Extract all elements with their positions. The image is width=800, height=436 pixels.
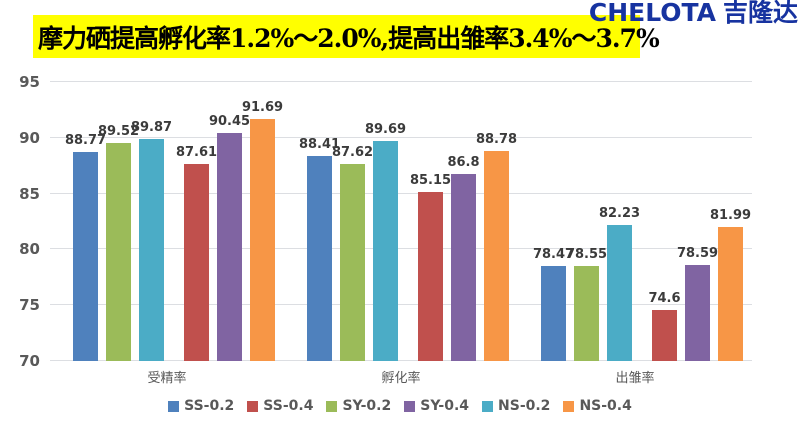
bar-value-label: 85.15: [409, 172, 452, 188]
brand-logo: CHELOTA 吉隆达: [589, 0, 798, 29]
bar-subgroup: 85.15 86.8 88.78: [410, 132, 517, 361]
category-label: 出雏率: [615, 371, 655, 386]
bar-subgroup: 88.77 89.52 89.87: [65, 120, 172, 361]
bar-value-label: 78.59: [676, 246, 719, 262]
brand-logo-wordmark: CHELOTA: [588, 0, 716, 27]
legend-label: SS-0.2: [184, 398, 235, 414]
legend-label: NS-0.4: [579, 398, 632, 414]
bar-SY-0.4-孵化率: 86.8: [447, 155, 480, 361]
bar-value-label: 89.69: [364, 122, 407, 138]
legend-item-SS-0.2: SS-0.2: [168, 398, 234, 414]
bar-subgroup: 78.47 78.55 82.23: [533, 206, 640, 361]
legend-item-NS-0.2: NS-0.2: [482, 398, 550, 414]
gridline: [50, 192, 752, 194]
bar-NS-0.2-受精率: 89.87: [131, 120, 172, 361]
gridline: [50, 81, 752, 82]
bar-SY-0.4-出雏率: 78.59: [677, 246, 718, 361]
bar-NS-0.4-出雏率: 81.99: [710, 208, 751, 361]
bar-value-label: 91.69: [241, 99, 284, 115]
bar-value-label: 86.8: [447, 154, 480, 170]
bar-value-label: 89.87: [130, 120, 173, 136]
legend-swatch: [326, 400, 338, 412]
title-text: 摩力硒提高孵化率1.2%～2.0%,提高出雏率3.4%～3.7%: [38, 23, 660, 53]
bar-SS-0.4-受精率: 87.61: [176, 145, 217, 361]
title-banner: 摩力硒提高孵化率1.2%～2.0%,提高出雏率3.4%～3.7%: [33, 15, 660, 58]
bar-subgroup: 88.41 87.62 89.69: [299, 122, 406, 361]
bar-value-label: 88.78: [475, 132, 518, 148]
gridline: [50, 136, 752, 138]
brand-logo-chinese: 吉隆达: [722, 0, 798, 27]
legend-item-SY-0.2: SY-0.2: [326, 398, 391, 414]
y-tick-label: 90: [19, 128, 40, 147]
bar-NS-0.4-受精率: 91.69: [242, 100, 283, 361]
legend-swatch: [563, 400, 575, 412]
bar-value-label: 90.45: [208, 113, 251, 129]
y-tick-label: 75: [19, 296, 40, 315]
y-tick-label: 85: [19, 184, 40, 203]
legend-label: SY-0.2: [342, 398, 392, 414]
bar-SY-0.4-受精率: 90.45: [209, 114, 250, 361]
bar-SY-0.2-孵化率: 87.62: [332, 145, 373, 361]
bar-SS-0.4-出雏率: 74.6: [648, 291, 681, 361]
legend-label: NS-0.2: [498, 398, 551, 414]
bar-value-label: 87.61: [175, 145, 218, 161]
legend-item-SS-0.4: SS-0.4: [247, 398, 313, 414]
bar-value-label: 74.6: [648, 290, 681, 306]
bar-NS-0.2-出雏率: 82.23: [599, 206, 640, 361]
bar-value-label: 88.77: [64, 132, 107, 148]
bar-value-label: 78.47: [532, 247, 575, 263]
bar-SY-0.2-出雏率: 78.55: [566, 247, 607, 361]
category-label: 孵化率: [381, 371, 421, 386]
bar-value-label: 88.41: [298, 136, 341, 152]
legend: SS-0.2 SS-0.4 SY-0.2 SY-0.4 NS-0.2 NS-0.4: [0, 398, 800, 414]
bar-SS-0.2-孵化率: 88.41: [299, 137, 340, 361]
bar-group: 88.41 87.62 89.69 85.15 86.8 88.78: [291, 82, 525, 361]
legend-label: SY-0.4: [420, 398, 470, 414]
legend-label: SS-0.4: [263, 398, 314, 414]
gridline: [50, 248, 752, 250]
bar-SS-0.4-孵化率: 85.15: [410, 173, 451, 361]
bar-group: 88.77 89.52 89.87 87.61 90.45 91.69: [57, 82, 291, 361]
y-tick-label: 95: [19, 73, 40, 91]
bar-subgroup: 74.6 78.59 81.99: [648, 208, 751, 361]
legend-item-NS-0.4: NS-0.4: [563, 398, 632, 414]
category-label: 受精率: [147, 371, 187, 386]
legend-swatch: [247, 400, 259, 412]
bar-SS-0.2-受精率: 88.77: [65, 133, 106, 361]
y-tick-label: 80: [19, 240, 40, 259]
gridline: [50, 304, 752, 306]
bar-group: 78.47 78.55 82.23 74.6 78.59 81.99: [525, 82, 759, 361]
bar-NS-0.4-孵化率: 88.78: [476, 132, 517, 361]
legend-swatch: [168, 400, 180, 412]
bar-value-label: 82.23: [598, 205, 641, 221]
bar-NS-0.2-孵化率: 89.69: [365, 122, 406, 361]
gridline: [50, 360, 752, 361]
bar-subgroup: 87.61 90.45 91.69: [176, 100, 283, 361]
legend-swatch: [482, 400, 494, 412]
plot-area: 88.77 89.52 89.87 87.61 90.45 91.69 88.41 87.62…: [50, 81, 752, 361]
bar-value-label: 89.52: [97, 124, 140, 140]
bar-SY-0.2-受精率: 89.52: [98, 124, 139, 361]
bar-value-label: 81.99: [709, 208, 752, 224]
bar-value-label: 87.62: [331, 145, 374, 161]
bar-value-label: 78.55: [565, 246, 608, 262]
y-tick-label: 70: [19, 352, 40, 370]
legend-swatch: [404, 400, 416, 412]
bar-SS-0.2-出雏率: 78.47: [533, 247, 574, 361]
legend-item-SY-0.4: SY-0.4: [404, 398, 469, 414]
